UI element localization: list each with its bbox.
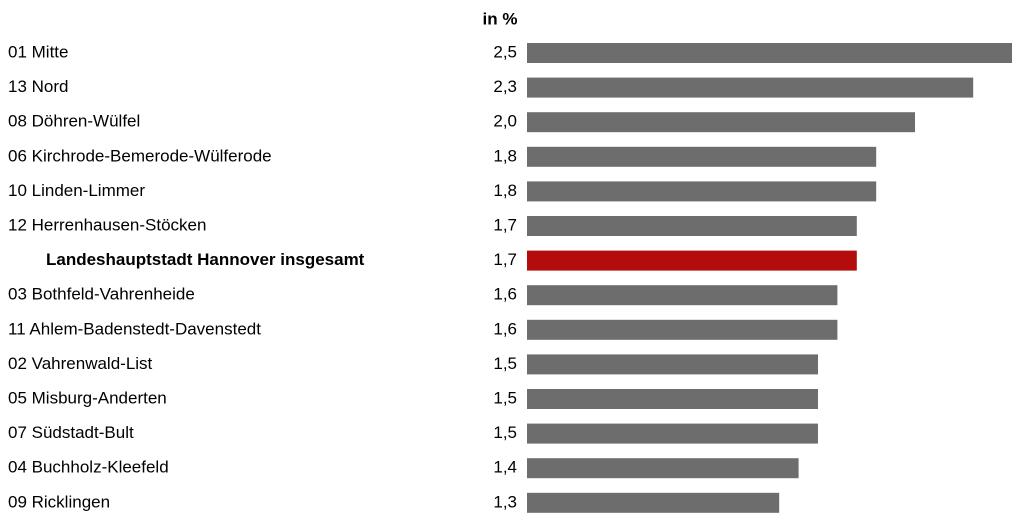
unit-label: in %	[483, 9, 518, 28]
value-label: 1,6	[493, 319, 517, 338]
value-label: 1,8	[493, 146, 517, 165]
bar	[527, 458, 799, 479]
bar	[527, 389, 818, 409]
category-label: 11 Ahlem-Badenstedt-Davenstedt	[8, 319, 261, 338]
category-label: Landeshauptstadt Hannover insgesamt	[46, 250, 365, 269]
bar	[527, 492, 780, 513]
value-label: 1,4	[493, 458, 517, 477]
value-label: 1,5	[493, 423, 517, 442]
category-label: 05 Misburg-Anderten	[8, 388, 167, 407]
bar	[527, 146, 877, 167]
bar	[527, 250, 857, 271]
category-label: 06 Kirchrode-Bemerode-Wülferode	[8, 146, 272, 165]
value-label: 1,7	[493, 250, 517, 269]
category-label: 03 Bothfeld-Vahrenheide	[8, 285, 195, 304]
value-label: 2,3	[493, 77, 517, 96]
value-label: 1,6	[493, 285, 517, 304]
bar	[527, 285, 838, 306]
value-label: 1,3	[493, 492, 517, 511]
bar	[527, 319, 838, 340]
bar	[527, 77, 974, 98]
bar	[527, 354, 818, 375]
value-label: 2,5	[493, 42, 517, 61]
category-label: 12 Herrenhausen-Stöcken	[8, 215, 206, 234]
value-label: 1,5	[493, 388, 517, 407]
value-label: 1,8	[493, 181, 517, 200]
category-label: 13 Nord	[8, 77, 68, 96]
value-label: 1,7	[493, 215, 517, 234]
bar	[527, 423, 818, 444]
category-label: 01 Mitte	[8, 42, 68, 61]
category-label: 07 Südstadt-Bult	[8, 423, 134, 442]
bar	[527, 216, 857, 236]
bar	[527, 112, 915, 133]
category-label: 10 Linden-Limmer	[8, 181, 145, 200]
category-label: 04 Buchholz-Kleefeld	[8, 458, 169, 477]
bar	[527, 43, 1012, 63]
category-label: 09 Ricklingen	[8, 492, 110, 511]
value-label: 1,5	[493, 354, 517, 373]
value-label: 2,0	[493, 112, 517, 131]
category-label: 08 Döhren-Wülfel	[8, 112, 140, 131]
category-label: 02 Vahrenwald-List	[8, 354, 153, 373]
bar	[527, 181, 877, 202]
